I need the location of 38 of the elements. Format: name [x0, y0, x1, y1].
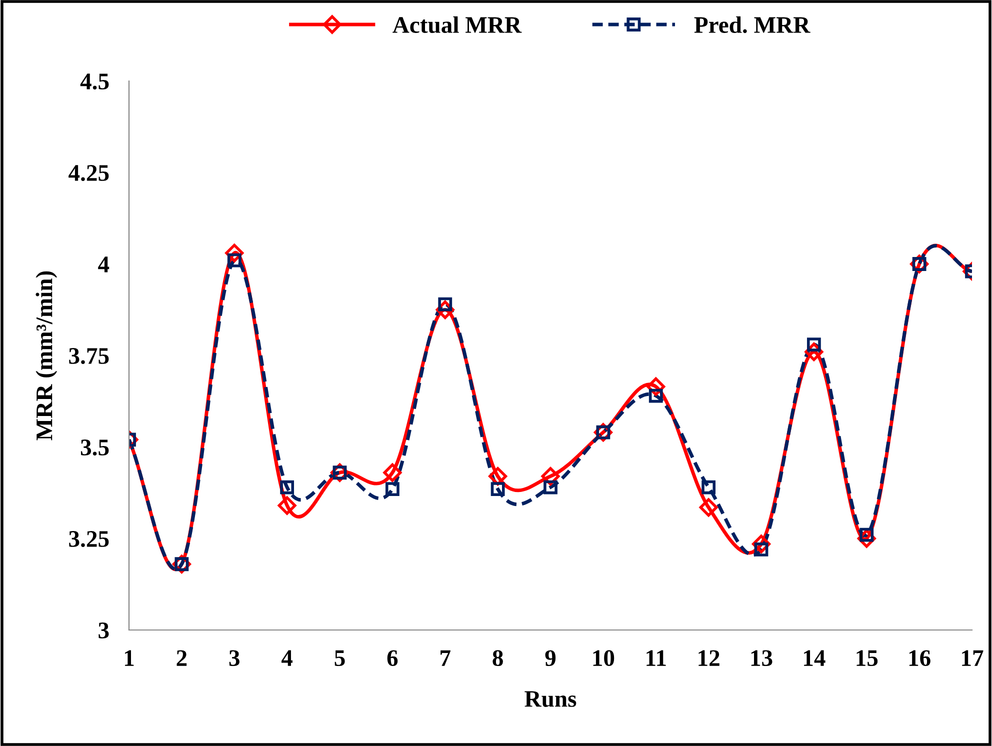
- point: [278, 496, 296, 515]
- y-tick-label: 4.5: [80, 74, 109, 90]
- x-tick-label: 11: [646, 650, 666, 666]
- legend-label: Pred. MRR: [694, 16, 810, 34]
- x-tick-label: 9: [545, 650, 556, 666]
- point: [280, 480, 294, 494]
- point: [544, 480, 558, 494]
- point: [806, 338, 821, 352]
- legend-label: Actual MRR: [392, 16, 522, 34]
- x-tick-label: 8: [492, 650, 503, 666]
- y-tick-label: 4.25: [68, 165, 109, 182]
- x-tick-label: 15: [856, 650, 878, 666]
- x-tick-label: 1: [124, 650, 134, 666]
- point: [385, 482, 400, 496]
- point: [490, 482, 505, 496]
- x-tick-label: 3: [229, 650, 240, 666]
- y-tick-label: 4: [98, 256, 110, 272]
- x-tick-label: 4: [281, 650, 293, 666]
- x-tick-label: 14: [804, 650, 826, 666]
- y-tick-label: 3.5: [80, 440, 109, 456]
- x-tick-label: 10: [593, 650, 614, 666]
- x-tick-label: 17: [962, 650, 984, 666]
- x-tick-label: 16: [909, 650, 930, 666]
- x-tick-label: 7: [440, 650, 450, 666]
- point: [383, 463, 402, 482]
- x-tick-label: 5: [334, 650, 345, 666]
- point: [702, 480, 716, 494]
- y-tick-label: 3.75: [69, 348, 109, 364]
- x-axis-title: Runs: [524, 691, 576, 707]
- y-axis-title: MRR (mm³/min): [36, 271, 58, 440]
- point: [648, 388, 663, 403]
- y-tick-label: 3.25: [69, 531, 109, 548]
- point: [699, 498, 718, 517]
- y-tick-label: 3: [98, 622, 109, 638]
- x-tick-label: 2: [176, 650, 187, 666]
- x-tick-label: 6: [387, 650, 398, 666]
- x-tick-label: 13: [751, 650, 772, 666]
- x-tick-label: 12: [698, 650, 720, 666]
